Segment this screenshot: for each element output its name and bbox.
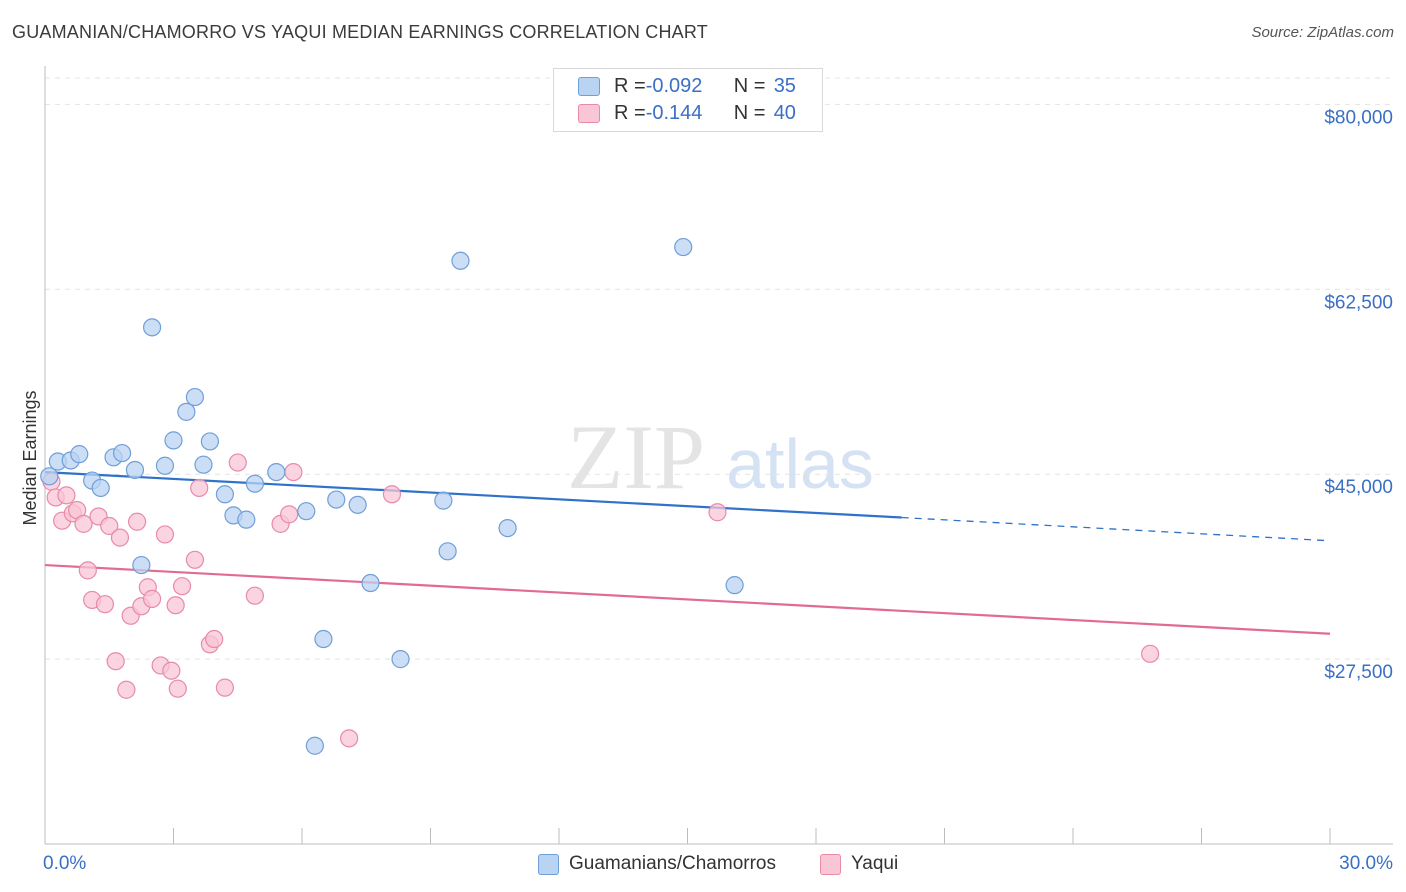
point-guamanian: [40, 467, 59, 486]
point-yaqui: [78, 561, 97, 580]
point-guamanian: [200, 432, 220, 451]
point-guamanian: [725, 576, 744, 595]
point-yaqui: [245, 586, 264, 605]
point-yaqui: [57, 486, 76, 505]
point-guamanian: [267, 462, 286, 482]
point-yaqui: [1140, 644, 1160, 663]
source-label: Source: ZipAtlas.com: [1251, 24, 1394, 41]
point-guamanian: [185, 387, 205, 407]
n-value: 35: [773, 74, 796, 97]
r-value: -0.092: [645, 74, 703, 97]
point-yaqui: [284, 462, 303, 482]
y-tick-label: $27,500: [1324, 662, 1393, 683]
point-guamanian: [391, 650, 410, 669]
point-yaqui: [205, 629, 224, 649]
point-guamanian: [70, 445, 89, 464]
point-guamanian: [132, 555, 151, 575]
point-yaqui: [185, 550, 205, 569]
point-yaqui: [74, 514, 93, 533]
legend-row-guamanian: R = -0.092 N = 35: [578, 73, 796, 99]
point-yaqui: [106, 652, 125, 671]
point-guamanian: [438, 542, 457, 561]
point-guamanian: [164, 431, 183, 450]
stats-legend: R = -0.092 N = 35 R = -0.144 N = 40: [553, 68, 823, 132]
point-guamanian: [305, 736, 324, 755]
blue-swatch-icon: [538, 853, 559, 875]
point-guamanian: [125, 460, 145, 480]
pink-swatch-icon: [578, 103, 600, 123]
point-guamanian: [498, 518, 517, 538]
point-guamanian: [297, 502, 316, 521]
point-guamanian: [177, 402, 196, 421]
point-guamanian: [434, 491, 453, 510]
gridlines: [45, 77, 1393, 660]
point-yaqui: [127, 512, 147, 531]
legend-label-yaqui: Yaqui: [851, 853, 899, 874]
point-guamanian: [237, 510, 256, 529]
point-guamanian: [155, 456, 175, 475]
trend-line-guamanians: [44, 470, 902, 519]
x-tick-label-max: 30.0%: [1339, 853, 1393, 874]
trend-lines: [44, 470, 1331, 635]
zipatlas-watermark: ZIP atlas: [567, 406, 874, 508]
point-yaqui: [95, 595, 115, 614]
point-yaqui: [166, 596, 185, 615]
axes: [44, 66, 1393, 845]
point-yaqui: [708, 503, 727, 522]
point-yaqui: [100, 516, 119, 536]
point-yaqui: [228, 453, 247, 472]
point-yaqui: [162, 661, 181, 680]
n-value: 40: [773, 101, 796, 124]
point-yaqui: [117, 680, 136, 699]
point-guamanian: [348, 495, 367, 514]
watermark-atlas: atlas: [726, 425, 874, 503]
point-yaqui: [168, 679, 187, 698]
point-guamanian: [674, 237, 693, 257]
point-yaqui: [382, 485, 402, 504]
point-guamanian: [361, 573, 380, 593]
point-guamanian: [215, 485, 234, 504]
y-tick-label: $45,000: [1324, 477, 1393, 498]
n-label: N =: [733, 101, 766, 124]
chart-title: GUAMANIAN/CHAMORRO VS YAQUI MEDIAN EARNI…: [12, 22, 708, 42]
point-yaqui: [155, 525, 175, 544]
axis-labels: $27,500 $45,000 $62,500 $80,000 0.0% 30.0% Med…: [20, 107, 1393, 874]
point-guamanian: [194, 455, 213, 474]
legend-item-yaqui: Yaqui: [820, 852, 898, 876]
y-tick-label: $62,500: [1324, 292, 1393, 313]
r-label: R =: [614, 101, 646, 124]
y-axis-title: Median Earnings: [20, 390, 40, 525]
point-guamanian: [314, 629, 333, 649]
point-guamanian: [112, 443, 132, 463]
trend-line-yaqui: [44, 563, 1331, 635]
point-guamanian: [327, 490, 346, 509]
point-yaqui: [280, 505, 299, 524]
point-yaqui: [142, 589, 162, 608]
data-points: [40, 237, 1160, 755]
point-yaqui: [340, 729, 359, 748]
point-yaqui: [172, 577, 192, 596]
r-value: -0.144: [645, 101, 703, 124]
x-tick-label-min: 0.0%: [43, 853, 86, 874]
y-tick-label: $80,000: [1324, 107, 1393, 128]
watermark-zip: ZIP: [567, 406, 705, 508]
point-guamanian: [142, 318, 162, 337]
trend-line-guamanians-projection: [901, 516, 1331, 542]
point-guamanian: [245, 474, 264, 493]
point-yaqui: [190, 478, 209, 498]
point-yaqui: [215, 678, 234, 697]
n-label: N =: [733, 74, 766, 97]
legend-item-guamanians: Guamanians/Chamorros: [538, 852, 776, 876]
point-yaqui: [110, 528, 130, 547]
legend-label-guamanians: Guamanians/Chamorros: [569, 853, 776, 874]
r-label: R =: [614, 74, 646, 97]
point-guamanian: [91, 478, 110, 498]
blue-swatch-icon: [578, 76, 600, 96]
pink-swatch-icon: [820, 853, 841, 875]
legend-row-yaqui: R = -0.144 N = 40: [578, 100, 796, 126]
point-guamanian: [451, 251, 470, 270]
